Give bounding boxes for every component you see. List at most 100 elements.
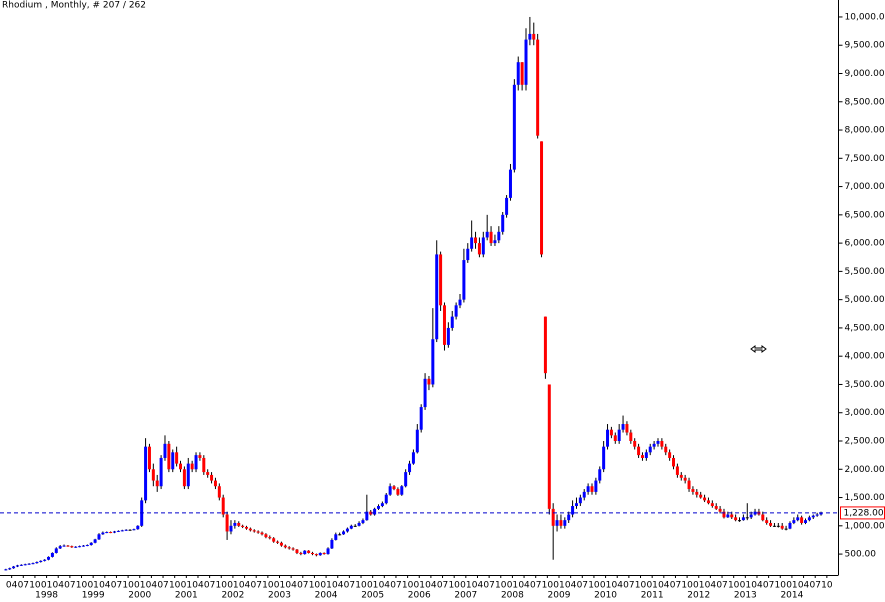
candle-body <box>637 446 641 456</box>
candle-body <box>307 550 311 553</box>
x-tick-label: 10 <box>821 581 833 591</box>
candle-body <box>543 316 547 374</box>
candle-body <box>182 469 186 487</box>
candle-body <box>474 237 478 244</box>
x-tick-label: 10 <box>262 581 274 591</box>
y-tick-label: 3,500.00 <box>845 380 885 390</box>
candle-body <box>128 529 132 531</box>
candle-body <box>136 525 140 530</box>
candle-body <box>361 520 365 523</box>
candle-body <box>376 506 380 509</box>
candle-body <box>512 84 516 170</box>
candle-body <box>318 552 322 556</box>
candle-body <box>338 534 342 536</box>
candle-body <box>4 569 8 571</box>
candle-body <box>466 248 470 261</box>
candle-body <box>221 497 225 515</box>
candle-body <box>314 554 318 556</box>
candle-body <box>563 520 567 526</box>
candle-body <box>167 443 171 470</box>
candle-body <box>788 522 792 529</box>
candle-body <box>206 472 210 475</box>
candle-body <box>330 539 334 549</box>
candle-body <box>427 378 431 385</box>
candle-body <box>62 545 66 547</box>
x-tick-label: 04 <box>751 581 763 591</box>
candle-body <box>784 528 788 530</box>
candle-body <box>276 541 280 543</box>
candle-body <box>540 141 544 255</box>
candle-body <box>229 525 233 532</box>
x-tick-label: 01 <box>41 581 52 591</box>
candle-body <box>524 39 528 85</box>
candle-body <box>815 514 819 516</box>
candle-body <box>19 564 23 566</box>
x-tick-label: 04 <box>472 581 484 591</box>
candle-body <box>730 514 734 518</box>
x-tick-label: 07 <box>670 581 681 591</box>
candle-body <box>85 545 89 547</box>
y-tick-label: 9,000.00 <box>845 69 885 79</box>
x-tick-label: 04 <box>192 581 204 591</box>
y-tick-label: 5,500.00 <box>845 267 885 277</box>
candle-body <box>159 457 163 487</box>
candle-body <box>54 548 58 553</box>
candle-body <box>664 446 668 453</box>
candle-body <box>23 564 27 566</box>
x-tick-label: 07 <box>250 581 261 591</box>
candle-body <box>516 62 520 85</box>
candle-body <box>722 511 726 518</box>
x-tick-label: 07 <box>437 581 448 591</box>
candle-body <box>241 525 245 527</box>
candle-body <box>8 568 12 570</box>
x-tick-label: 10 <box>169 581 181 591</box>
candle-body <box>590 486 594 492</box>
candle-body <box>322 552 326 555</box>
candle-body <box>256 531 260 533</box>
candle-body <box>660 441 664 447</box>
candle-body <box>800 517 804 523</box>
candle-body <box>268 537 272 539</box>
candle-body <box>501 214 505 232</box>
candle-body <box>753 511 757 515</box>
y-tick-label: 500.00 <box>845 550 877 560</box>
candle-body <box>334 534 338 540</box>
candle-body <box>163 443 167 458</box>
candle-body <box>419 407 423 430</box>
x-tick-label: 04 <box>285 581 297 591</box>
candle-body <box>225 514 229 532</box>
year-label: 2006 <box>408 591 431 601</box>
candle-body <box>559 520 563 526</box>
candle-body <box>423 378 427 408</box>
x-tick-label: 07 <box>390 581 401 591</box>
candle-body <box>761 514 765 521</box>
candle-body <box>194 455 198 470</box>
x-tick-label: 10 <box>29 581 41 591</box>
candle-body <box>81 545 85 547</box>
candle-body <box>35 561 39 564</box>
candle-body <box>295 549 299 553</box>
candle-body <box>551 508 555 526</box>
candle-body <box>39 560 43 562</box>
y-tick-label: 4,500.00 <box>845 323 885 333</box>
candle-body <box>734 517 738 521</box>
candle-body <box>462 260 466 300</box>
candle-body <box>528 33 532 40</box>
x-tick-label: 04 <box>612 581 624 591</box>
candle-body <box>811 515 815 518</box>
y-tick-label: 9,500.00 <box>845 41 885 51</box>
candle-body <box>454 305 458 317</box>
candle-body <box>326 548 330 555</box>
candle-body <box>392 486 396 490</box>
reference-label: 1,228.00 <box>844 508 884 518</box>
candle-body <box>765 520 769 523</box>
x-tick-label: 04 <box>146 581 158 591</box>
candle-body <box>547 384 551 509</box>
x-tick-label: 10 <box>355 581 367 591</box>
x-tick-label: 10 <box>216 581 228 591</box>
candle-body <box>738 520 742 522</box>
y-tick-label: 5,000.00 <box>845 295 885 305</box>
candle-body <box>578 497 582 504</box>
